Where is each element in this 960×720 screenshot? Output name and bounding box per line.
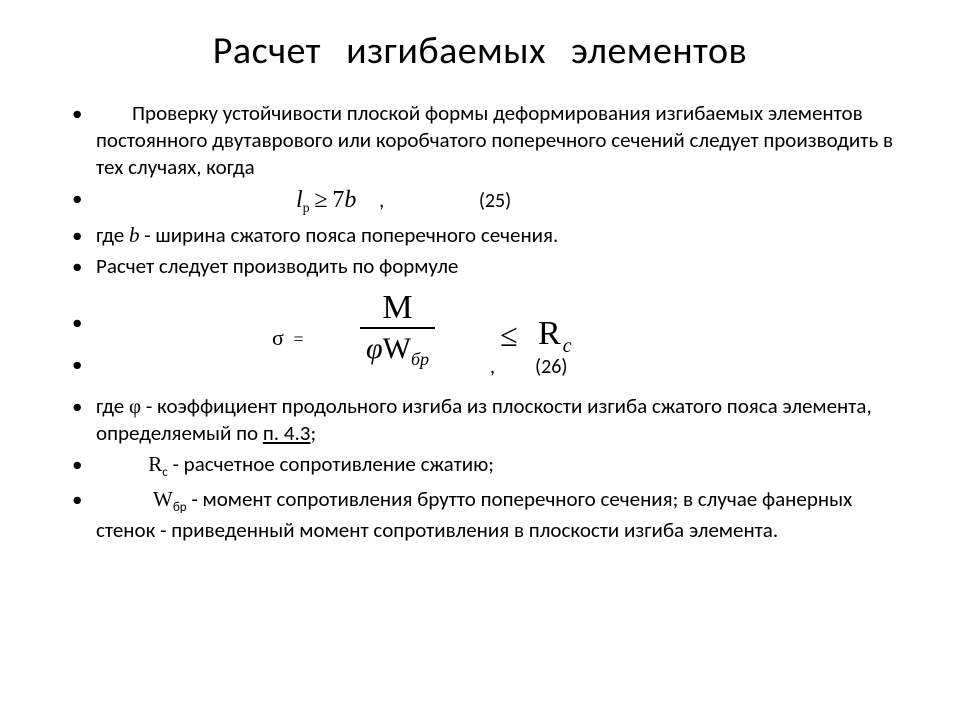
bullet-phi: где φ - коэффициент продольного изгиба и…: [68, 393, 900, 447]
bullet-calc-by: Расчет следует производить по формуле: [68, 253, 900, 280]
where-b-var: b: [129, 223, 140, 247]
wbr-post: - момент сопротивления брутто поперечног…: [96, 486, 852, 543]
eq26-block: • • σ = M φWбр ≤ Rс , (26): [60, 287, 900, 383]
eq26-comma: ,: [490, 355, 495, 379]
where-b-pre: где: [96, 222, 129, 248]
bullet-list-2: где φ - коэффициент продольного изгиба и…: [60, 393, 900, 543]
phi-post: - коэффициент продольного изгиба из плос…: [96, 393, 872, 446]
bullet-intro: Проверку устойчивости плоской формы дефо…: [68, 100, 900, 181]
rc-R: R: [148, 452, 162, 476]
wbr-sub: бр: [173, 500, 187, 515]
eq26-W: W: [383, 332, 411, 365]
eq26-sub-c: с: [563, 335, 572, 357]
sigma-sym: σ: [272, 325, 284, 350]
eq26-sub-br: бр: [411, 349, 429, 369]
bullet-Rc: Rс - расчетное сопротивление сжатию;: [68, 451, 900, 482]
eq25-sub-p: p: [303, 201, 310, 216]
bullet-where-b: где b - ширина сжатого пояса поперечного…: [68, 222, 900, 249]
eq25-l: l: [296, 187, 303, 213]
phi-link: п. 4.3: [263, 420, 311, 446]
eq26-Rc: Rс: [538, 315, 572, 358]
phi-sym: φ: [129, 394, 141, 418]
bullet-marker-eq26a: •: [72, 309, 82, 335]
eq26-R: R: [538, 315, 561, 352]
phi-pre: где: [96, 393, 129, 419]
wbr-W: W: [153, 487, 173, 511]
rc-post: - расчетное сопротивление сжатию;: [168, 451, 494, 477]
slide: Расчет изгибаемых элементов Проверку уст…: [0, 0, 960, 720]
eq26-tail: , (26): [490, 355, 567, 379]
bullet-list: Проверку устойчивости плоской формы дефо…: [60, 100, 900, 279]
rc-pre: [96, 451, 148, 477]
wbr-pre: [96, 486, 153, 512]
eq25-comma: ,: [379, 189, 384, 213]
bullet-marker-eq26b: •: [72, 351, 82, 377]
where-b-post: - ширина сжатого пояса поперечного сечен…: [139, 222, 558, 248]
eq26-phi: φ: [366, 332, 383, 365]
eq26-M: M: [360, 291, 435, 327]
eq25-ref: (25): [479, 189, 511, 213]
intro-text: Проверку устойчивости плоской формы дефо…: [96, 100, 893, 180]
eq25-geq: ≥: [314, 187, 327, 213]
eq26-sigma: σ =: [272, 325, 304, 351]
bullet-eq25: lp ≥ 7b , (25): [68, 185, 900, 218]
bullet-Wbr: Wбр - момент сопротивления брутто попере…: [68, 486, 900, 544]
phi-semi: ;: [310, 420, 316, 446]
eq25-b: b: [344, 187, 356, 213]
eq26-fraction: M φWбр: [360, 291, 435, 369]
slide-title: Расчет изгибаемых элементов: [60, 28, 900, 74]
calc-by-text: Расчет следует производить по формуле: [96, 253, 458, 279]
eq26-leq: ≤: [500, 317, 518, 354]
eq25-seven: 7: [332, 187, 344, 213]
eq26-eq: =: [293, 329, 303, 349]
eq26-ref: (26): [535, 355, 567, 379]
